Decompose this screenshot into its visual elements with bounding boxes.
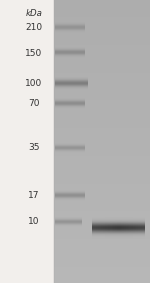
Text: 17: 17	[28, 192, 40, 200]
Text: 70: 70	[28, 100, 40, 108]
Text: kDa: kDa	[26, 10, 42, 18]
Text: 150: 150	[25, 48, 43, 57]
Text: 35: 35	[28, 143, 40, 153]
Bar	[0, 0, 54, 283]
Text: 10: 10	[28, 218, 40, 226]
Text: 210: 210	[26, 23, 43, 33]
Text: 100: 100	[25, 80, 43, 89]
